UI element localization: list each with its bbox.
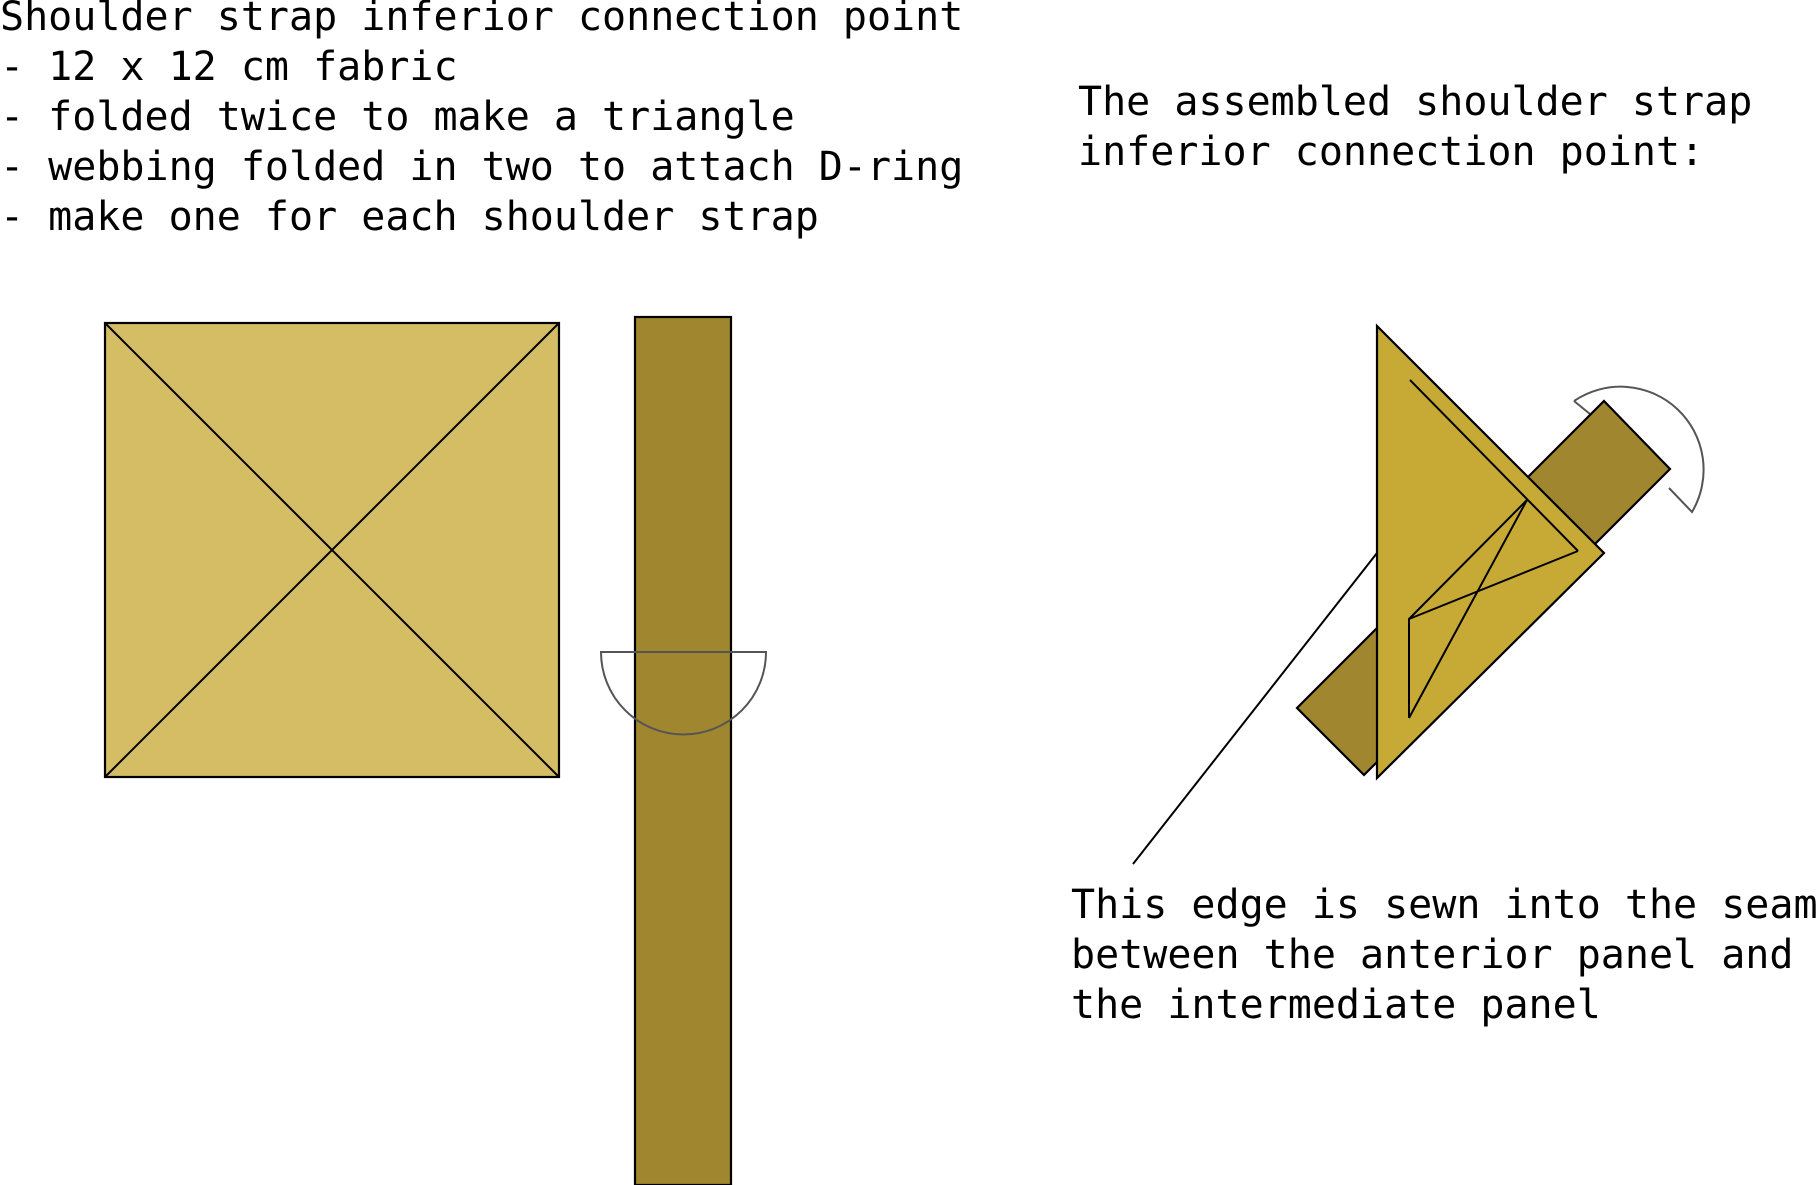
instruction-line: - webbing folded in two to attach D-ring (0, 144, 963, 190)
d-ring-edge (1573, 400, 1591, 415)
folded-triangle (1375, 323, 1606, 781)
assembled-connection-point (1132, 323, 1705, 865)
instructions-block: Shoulder strap inferior connection point… (0, 0, 963, 240)
fold-diagonal (104, 322, 560, 778)
instruction-line: - 12 x 12 cm fabric (0, 44, 458, 90)
leader-line (1132, 552, 1378, 865)
edge-note-line: the intermediate panel (1071, 982, 1601, 1028)
instructions-title: Shoulder strap inferior connection point (0, 0, 963, 40)
edge-note-line: between the anterior panel and (1071, 932, 1793, 978)
d-ring-icon (599, 651, 768, 736)
edge-note-line: This edge is sewn into the seam (1071, 882, 1817, 928)
fold-line (1408, 499, 1528, 719)
webbing-strip (633, 315, 733, 1185)
fold-line (1408, 499, 1528, 620)
assembled-caption-line: The assembled shoulder strap (1078, 79, 1752, 125)
d-ring-icon (1573, 385, 1705, 514)
assembled-caption-line: inferior connection point: (1078, 129, 1704, 175)
webbing-with-d-ring (599, 315, 768, 1185)
edge-note: This edge is sewn into the seam between … (1071, 882, 1817, 1028)
instruction-line: - folded twice to make a triangle (0, 94, 795, 140)
fabric-square (103, 321, 561, 779)
fold-line (1409, 379, 1579, 552)
instruction-line: - make one for each shoulder strap (0, 194, 819, 240)
assembled-caption: The assembled shoulder strap inferior co… (1078, 79, 1752, 175)
